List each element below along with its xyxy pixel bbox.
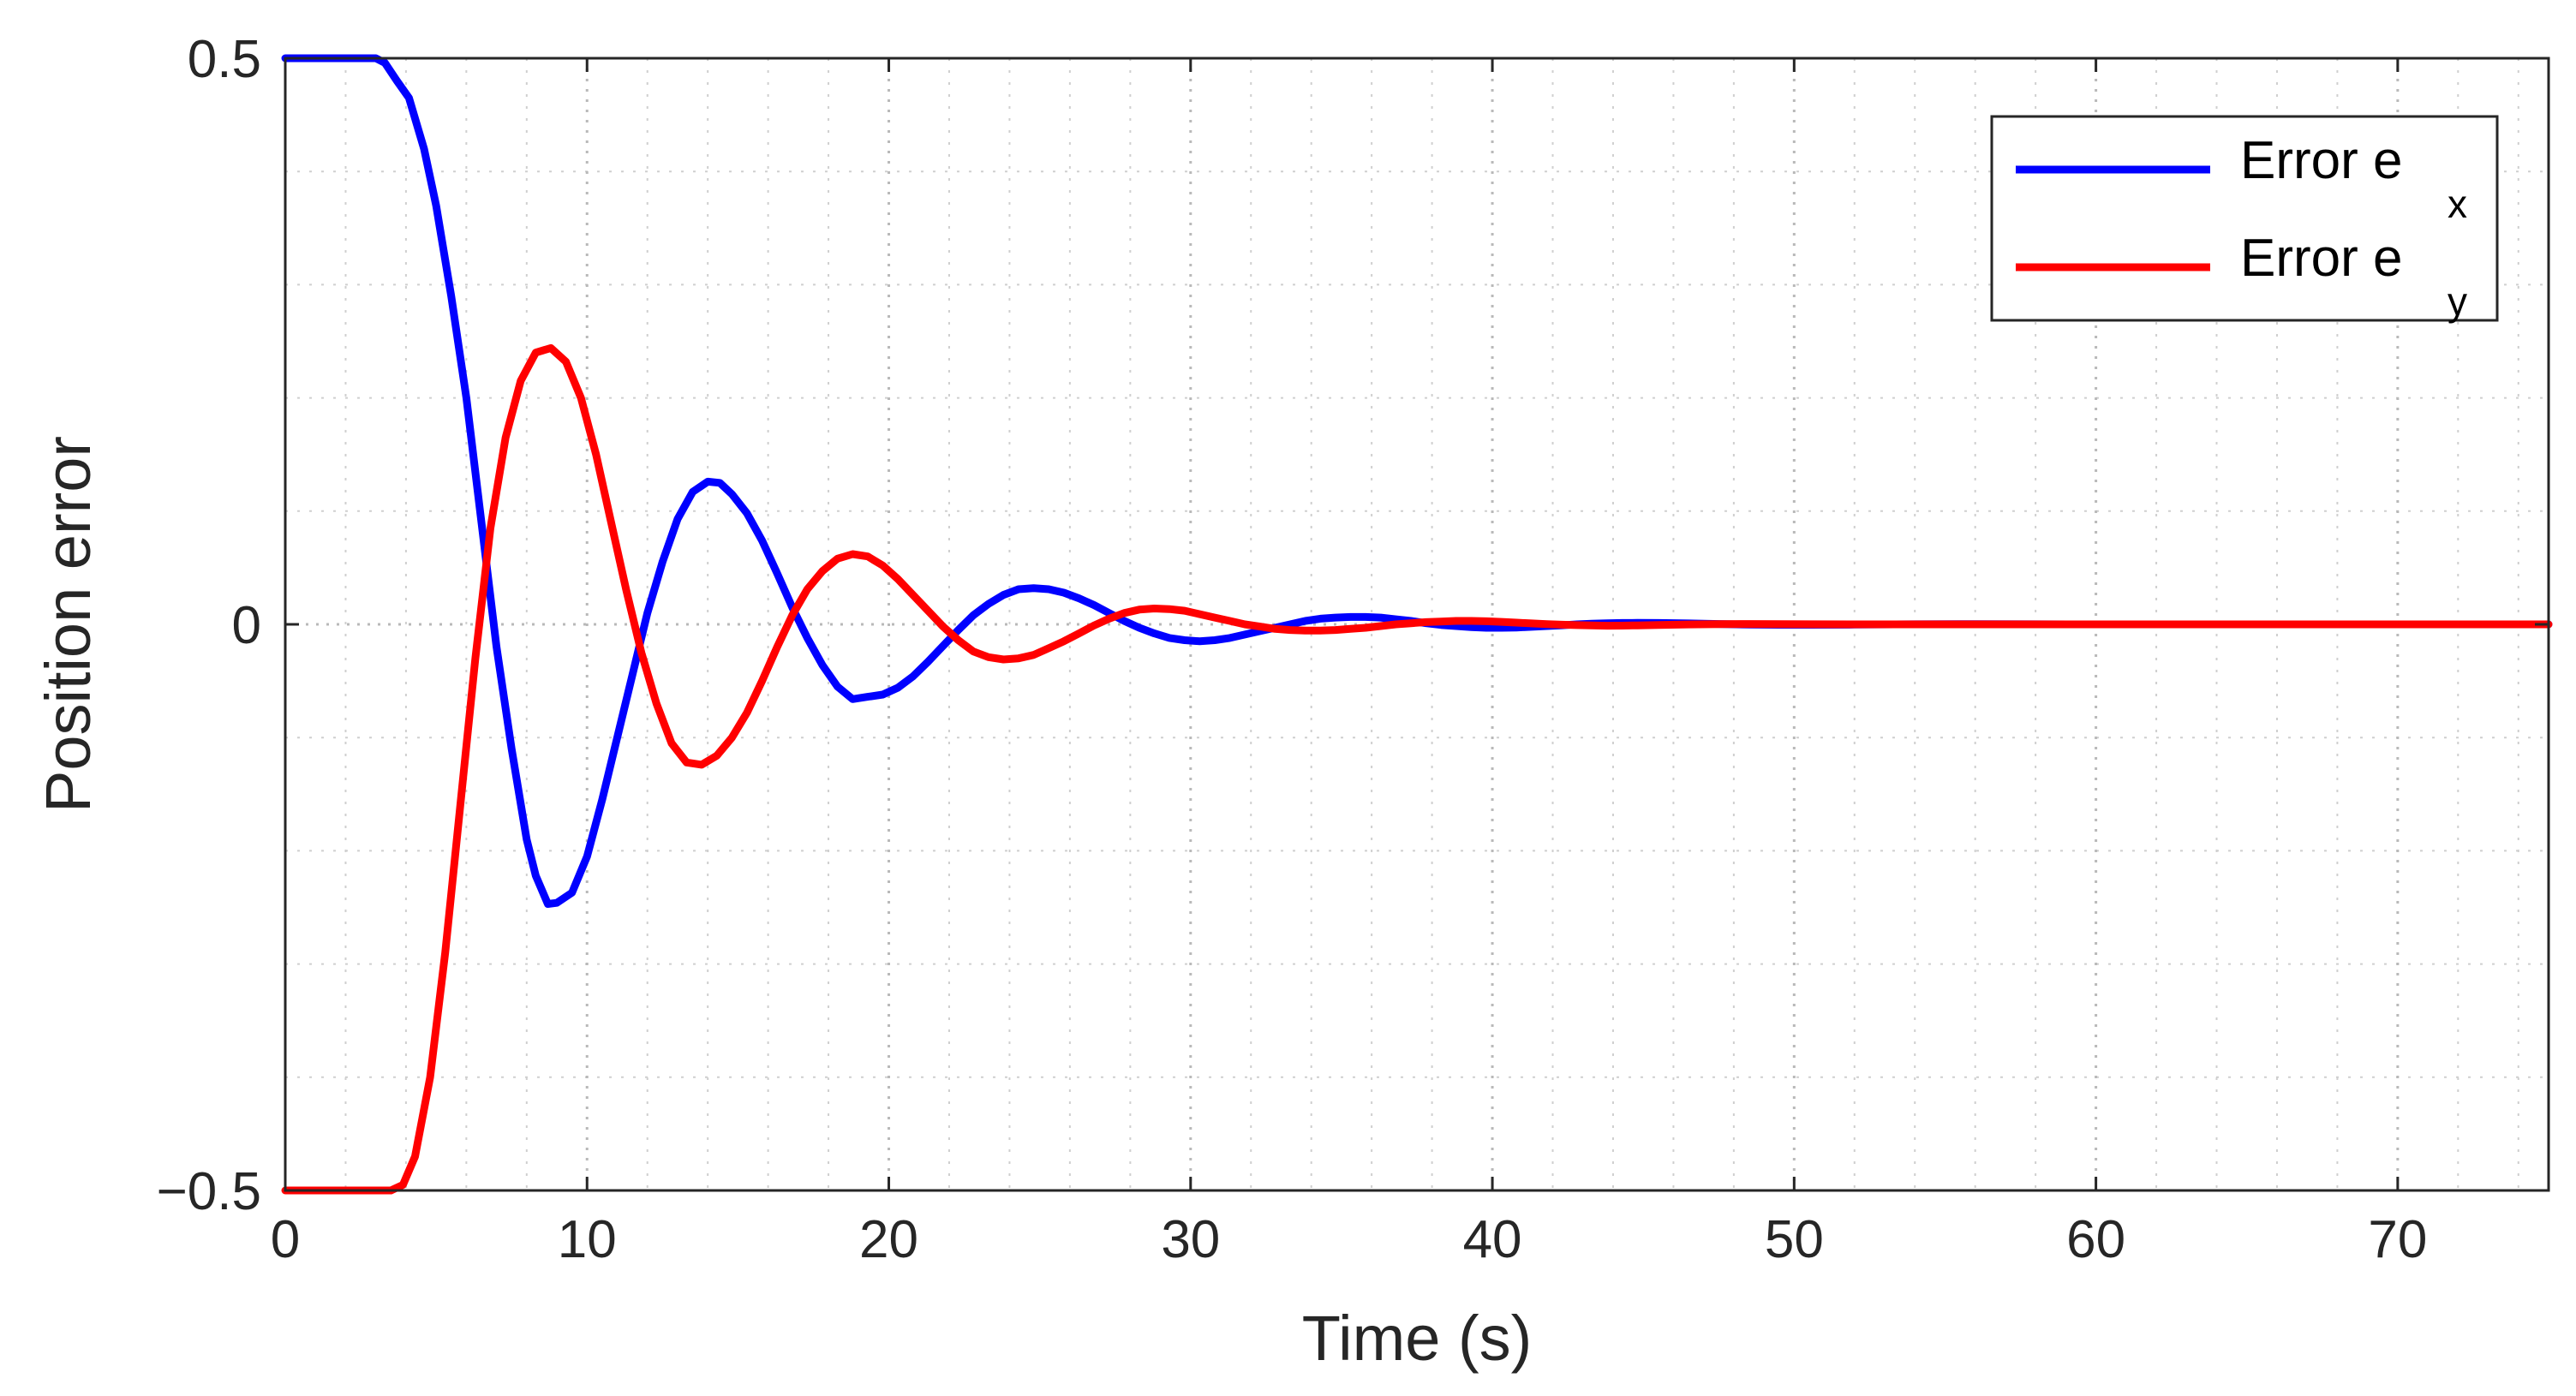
x-tick-label-0: 0 (271, 1210, 300, 1269)
x-tick-labels: 0 10 20 30 40 50 60 70 (271, 1210, 2428, 1269)
legend-subscript-y: y (2447, 279, 2467, 324)
legend-subscript-x: x (2447, 182, 2467, 226)
tick-marks (284, 57, 2549, 1192)
y-tick-label-0: −0.5 (157, 1162, 261, 1221)
plot-area (281, 54, 2553, 1195)
legend-box (1990, 115, 2499, 322)
y-tick-label-2: 0.5 (188, 30, 261, 89)
legend: Error e x Error e y (1990, 115, 2499, 324)
x-tick-label-70: 70 (2368, 1210, 2427, 1269)
x-tick-label-20: 20 (859, 1210, 918, 1269)
legend-label-error-ey: Error e (2240, 229, 2402, 288)
x-tick-label-10: 10 (558, 1210, 617, 1269)
y-tick-labels: −0.5 0 0.5 (157, 30, 261, 1221)
x-tick-label-60: 60 (2066, 1210, 2125, 1269)
y-axis-label: Position error (33, 436, 104, 813)
x-tick-label-30: 30 (1161, 1210, 1220, 1269)
legend-label-error-ex: Error e (2240, 131, 2402, 190)
x-tick-label-40: 40 (1463, 1210, 1522, 1269)
x-tick-label-50: 50 (1765, 1210, 1824, 1269)
y-tick-label-1: 0 (232, 596, 261, 655)
series-line-error-ey (281, 343, 2553, 1195)
x-axis-label: Time (s) (1302, 1303, 1533, 1374)
